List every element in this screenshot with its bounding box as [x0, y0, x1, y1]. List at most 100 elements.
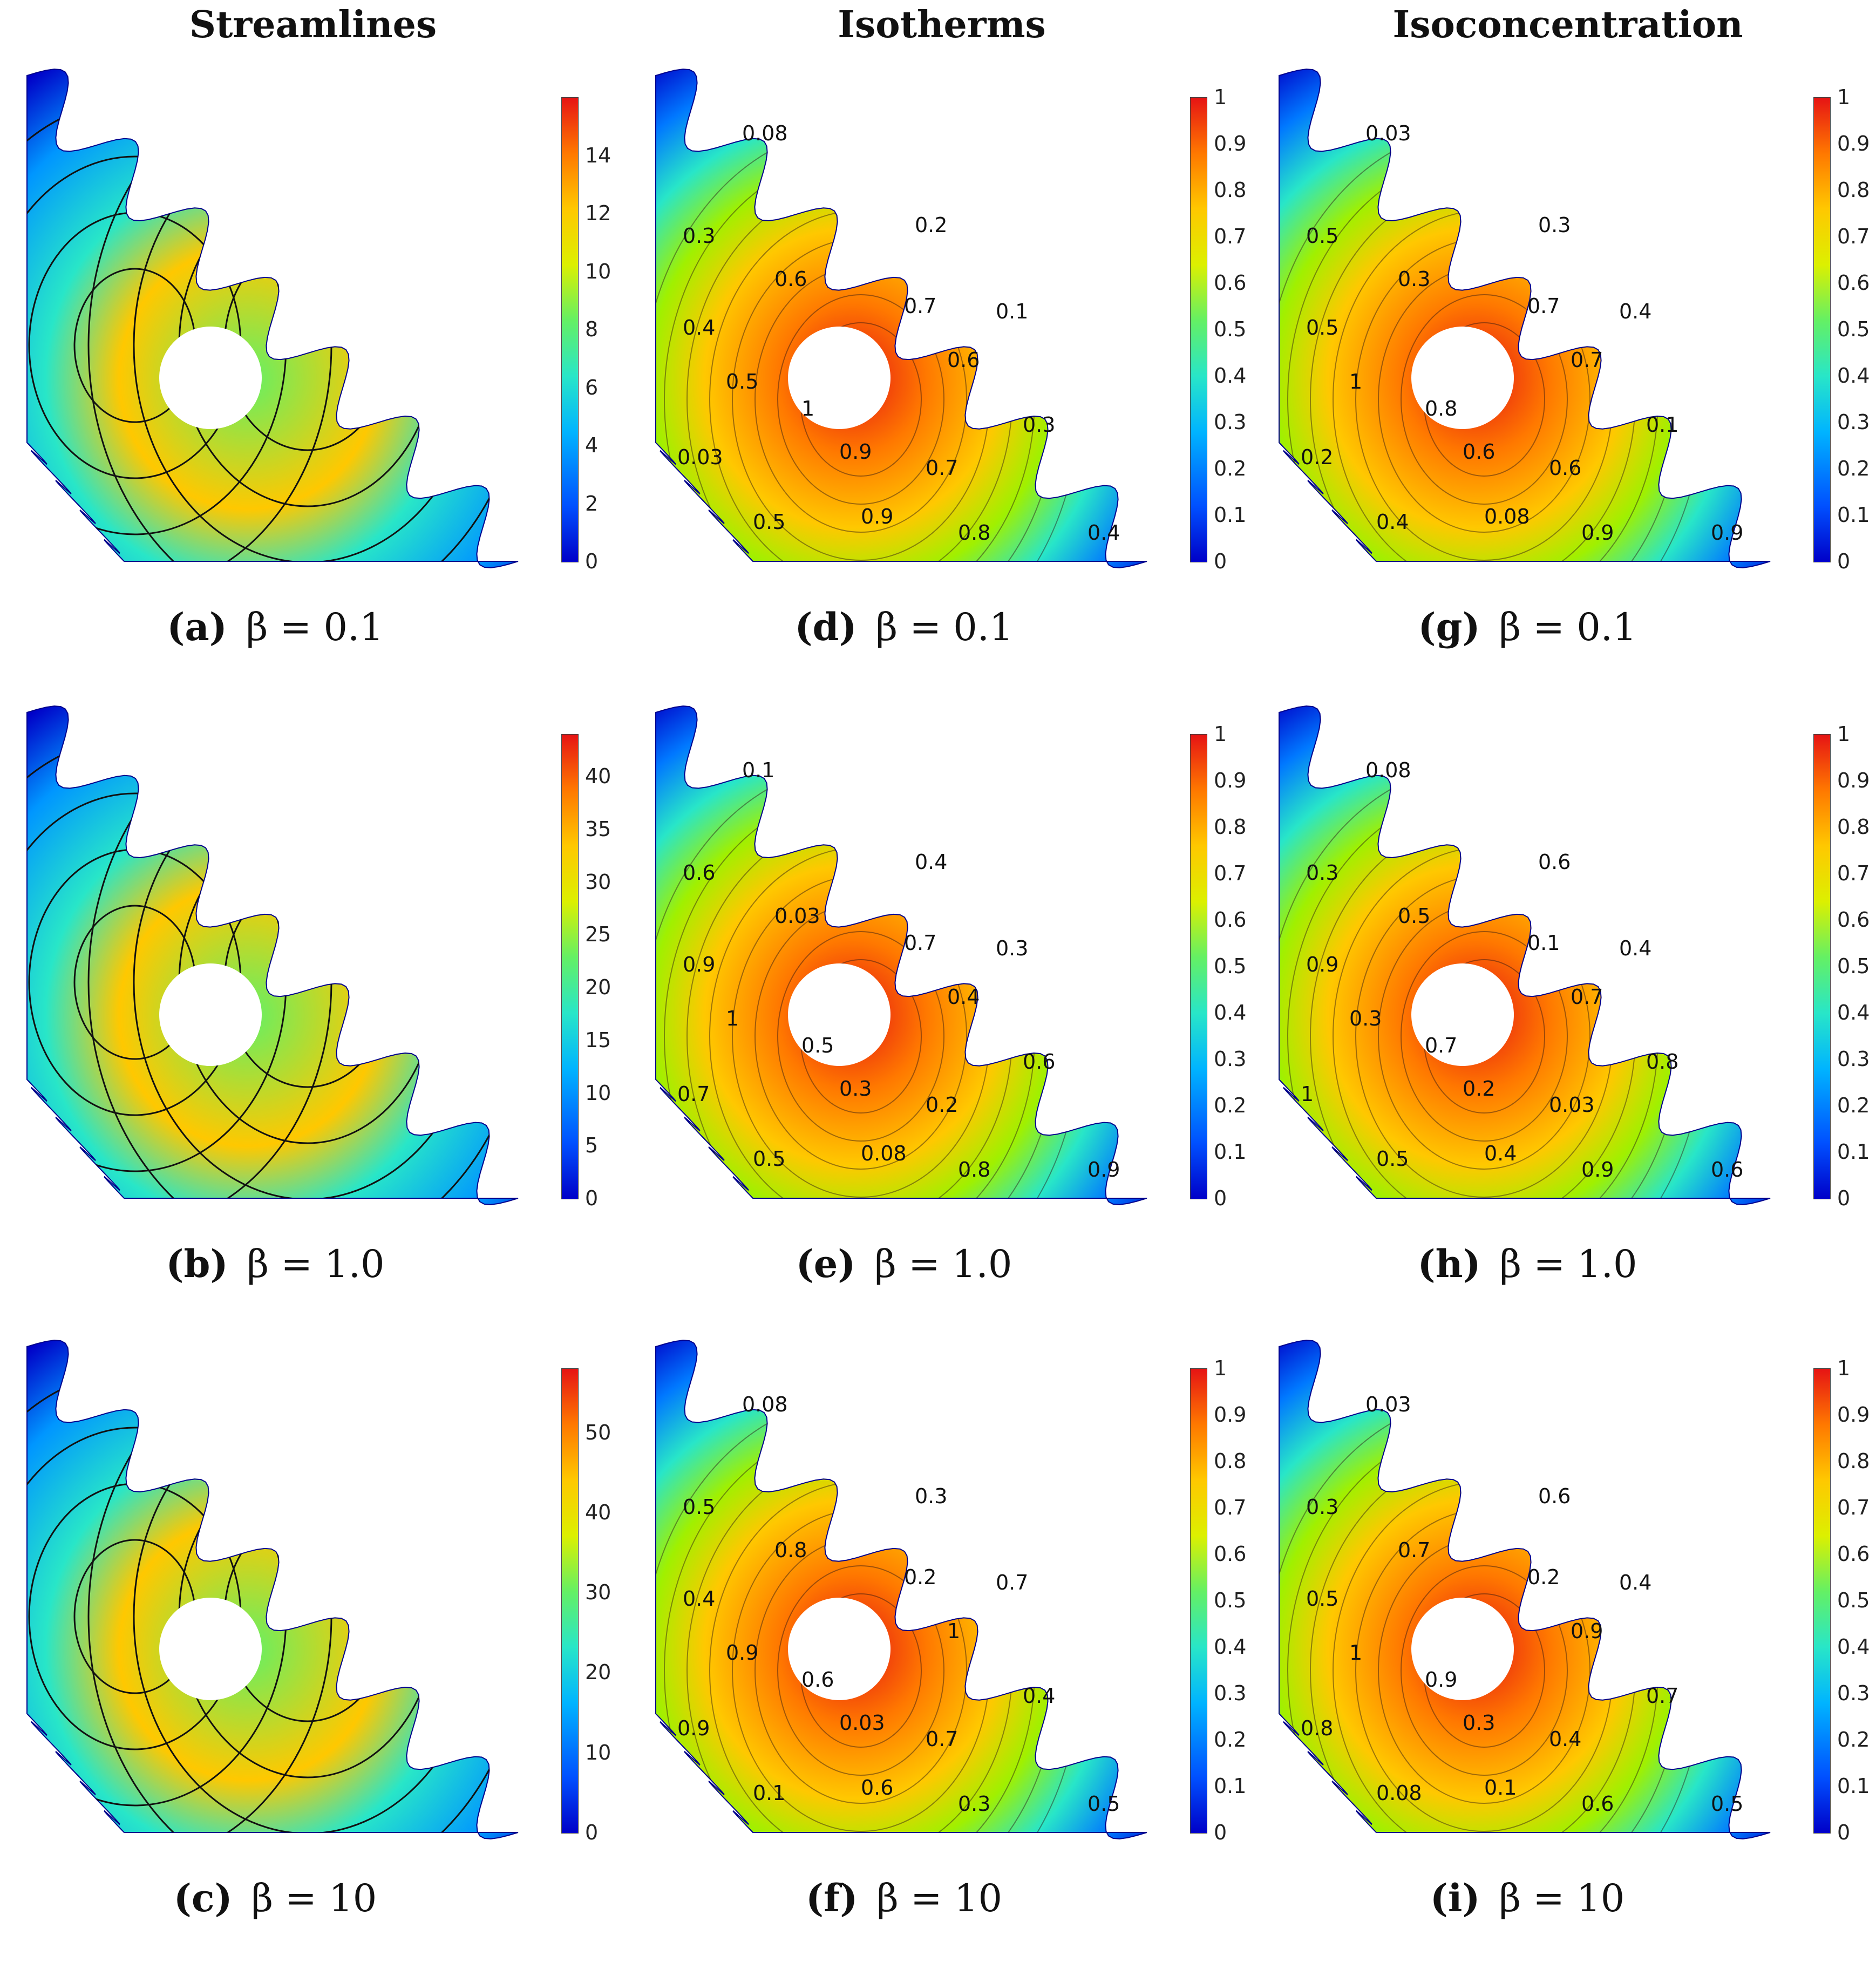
contour-label: 0.9 [861, 505, 893, 528]
contour-label: 0.5 [1376, 1147, 1409, 1171]
panel-c: 0 10 20 30 40 50 [16, 1336, 637, 1903]
contour-line [1401, 294, 1568, 505]
plot-isoconcentration: 0.03 0.3 0.5 0.4 0.3 0.7 0.5 0.7 1 0.8 0.1 0.2 0.6 0.… [1279, 69, 1771, 568]
colorbar-tick: 0.7 [1214, 1496, 1247, 1519]
contour-label: 0.3 [1306, 861, 1338, 885]
contour-label: 0.5 [1711, 1792, 1743, 1816]
contour-label: 0.7 [1646, 1684, 1678, 1708]
contour-label: 0.3 [1349, 1007, 1382, 1030]
colorbar-tick: 20 [585, 1660, 611, 1685]
contour-label: 0.03 [1549, 1093, 1595, 1117]
contour-line [777, 294, 944, 505]
colorbar-tick: 0.8 [1214, 178, 1247, 202]
colorbar-tick: 0 [1837, 549, 1851, 573]
cylinder-hole [159, 327, 262, 429]
domain-i [1279, 1340, 1771, 1839]
contour-label: 0.6 [1581, 1792, 1614, 1816]
contour-label: 0.4 [1619, 936, 1651, 960]
colorbar-tick: 8 [585, 317, 599, 341]
contour-label: 0.2 [1527, 1565, 1560, 1589]
caption-beta: β = 1.0 [874, 1242, 1012, 1286]
domain-g [1279, 69, 1771, 568]
colorbar [561, 734, 579, 1199]
caption-letter: (a) [167, 605, 227, 649]
contour-label: 0.6 [1549, 456, 1581, 480]
caption-letter: (e) [796, 1241, 856, 1286]
colorbar [1190, 97, 1207, 562]
plot-isoconcentration: 0.03 0.6 0.3 0.4 0.7 0.2 0.5 0.9 1 0.9 0.7 0.8 0.3 0.… [1279, 1340, 1771, 1839]
caption-b: (b) β = 1.0 [5, 1241, 545, 1286]
contour-label: 0.4 [1376, 510, 1409, 534]
contour-label: 0.5 [753, 510, 785, 534]
colorbar-tick: 0.9 [1837, 132, 1870, 155]
colorbar-tick: 0.6 [1214, 1542, 1247, 1566]
caption-letter: (d) [794, 605, 857, 649]
contour-label: 0.3 [1463, 1711, 1495, 1735]
domain-c [26, 1340, 519, 1839]
colorbar-tick: 1 [1837, 85, 1851, 109]
contour-label: 0.8 [1425, 397, 1457, 420]
contour-line [777, 931, 944, 1142]
colorbar-tick: 0 [1214, 1186, 1227, 1210]
caption-h: (h) β = 1.0 [1258, 1241, 1797, 1286]
colorbar-tick: 10 [585, 1081, 611, 1105]
contour-label: 0.3 [915, 1484, 947, 1508]
plot-isotherms: 0.080.30.50.70.80.20.410.90.60.40.9 0.030… [655, 1340, 1147, 1839]
colorbar-tick: 50 [585, 1420, 611, 1444]
contour-label: 0.6 [801, 1668, 834, 1692]
contour-label: 0.2 [915, 213, 947, 237]
contour-label: 0.6 [1023, 1050, 1055, 1074]
colorbar-tick: 0 [1837, 1186, 1851, 1210]
colorbar [1190, 1368, 1207, 1834]
cylinder-hole [1411, 327, 1514, 429]
colorbar [561, 97, 579, 562]
contour-line [1401, 931, 1568, 1142]
contour-label: 0.7 [1571, 985, 1603, 1009]
colorbar-tick: 0.1 [1214, 1774, 1247, 1798]
colorbar-tick: 2 [585, 491, 599, 515]
contour-label: 0.2 [926, 1093, 958, 1117]
contour-label: 0.9 [1581, 521, 1614, 545]
colorbar-tick: 0.7 [1214, 861, 1247, 885]
colorbar-tick: 1 [1837, 722, 1851, 746]
cylinder-hole [1411, 1598, 1514, 1700]
plot-streamlines [26, 1340, 519, 1839]
contour-label: 1 [1349, 1641, 1362, 1665]
plot-isoconcentration: 0.08 0.6 0.3 0.4 0.5 0.1 0.9 0.7 0.3 0.7 0.8 1 0.2 0.… [1279, 705, 1771, 1205]
contour-label: 0.03 [1365, 1393, 1411, 1416]
cylinder-hole [788, 1598, 891, 1700]
colorbar-tick: 0.5 [1214, 317, 1247, 341]
colorbar-tick: 0.1 [1214, 1140, 1247, 1164]
domain-d [655, 69, 1147, 568]
colorbar-tick: 15 [585, 1028, 611, 1052]
header-streamlines: Streamlines [189, 3, 437, 46]
contour-label: 0.3 [958, 1792, 990, 1816]
caption-beta: β = 1.0 [1499, 1242, 1637, 1286]
contour-label: 0.4 [1619, 1571, 1651, 1594]
contour-label: 0.3 [683, 224, 715, 248]
contour-label: 0.5 [1087, 1792, 1120, 1816]
contour-label: 0.8 [774, 1538, 807, 1562]
contour-label: 0.4 [683, 1587, 715, 1611]
contour-label: 0.3 [996, 936, 1028, 960]
caption-i: (i) β = 10 [1258, 1876, 1797, 1920]
colorbar-tick: 25 [585, 922, 611, 947]
colorbar-tick: 0.7 [1837, 861, 1870, 885]
caption-g: (g) β = 0.1 [1258, 605, 1797, 649]
contour-label: 0.4 [915, 850, 947, 874]
contour-label: 0.9 [1425, 1668, 1457, 1692]
contour-label: 1 [801, 397, 814, 420]
colorbar-tick: 0.5 [1837, 1588, 1870, 1612]
contour-label: 0.6 [947, 348, 980, 372]
contour-label: 0.9 [839, 440, 872, 464]
contour-label: 0.8 [1646, 1050, 1678, 1074]
caption-c: (c) β = 10 [5, 1876, 545, 1920]
contour-label: 0.4 [1087, 521, 1120, 545]
colorbar-tick: 0.8 [1837, 178, 1870, 202]
contour-label: 0.1 [1646, 413, 1678, 437]
contour-label: 0.5 [683, 1495, 715, 1519]
colorbar-tick: 0.3 [1837, 1047, 1870, 1071]
colorbar-tick: 0.6 [1214, 908, 1247, 932]
colorbar-tick: 40 [585, 1500, 611, 1524]
contour-label: 0.7 [1571, 348, 1603, 372]
